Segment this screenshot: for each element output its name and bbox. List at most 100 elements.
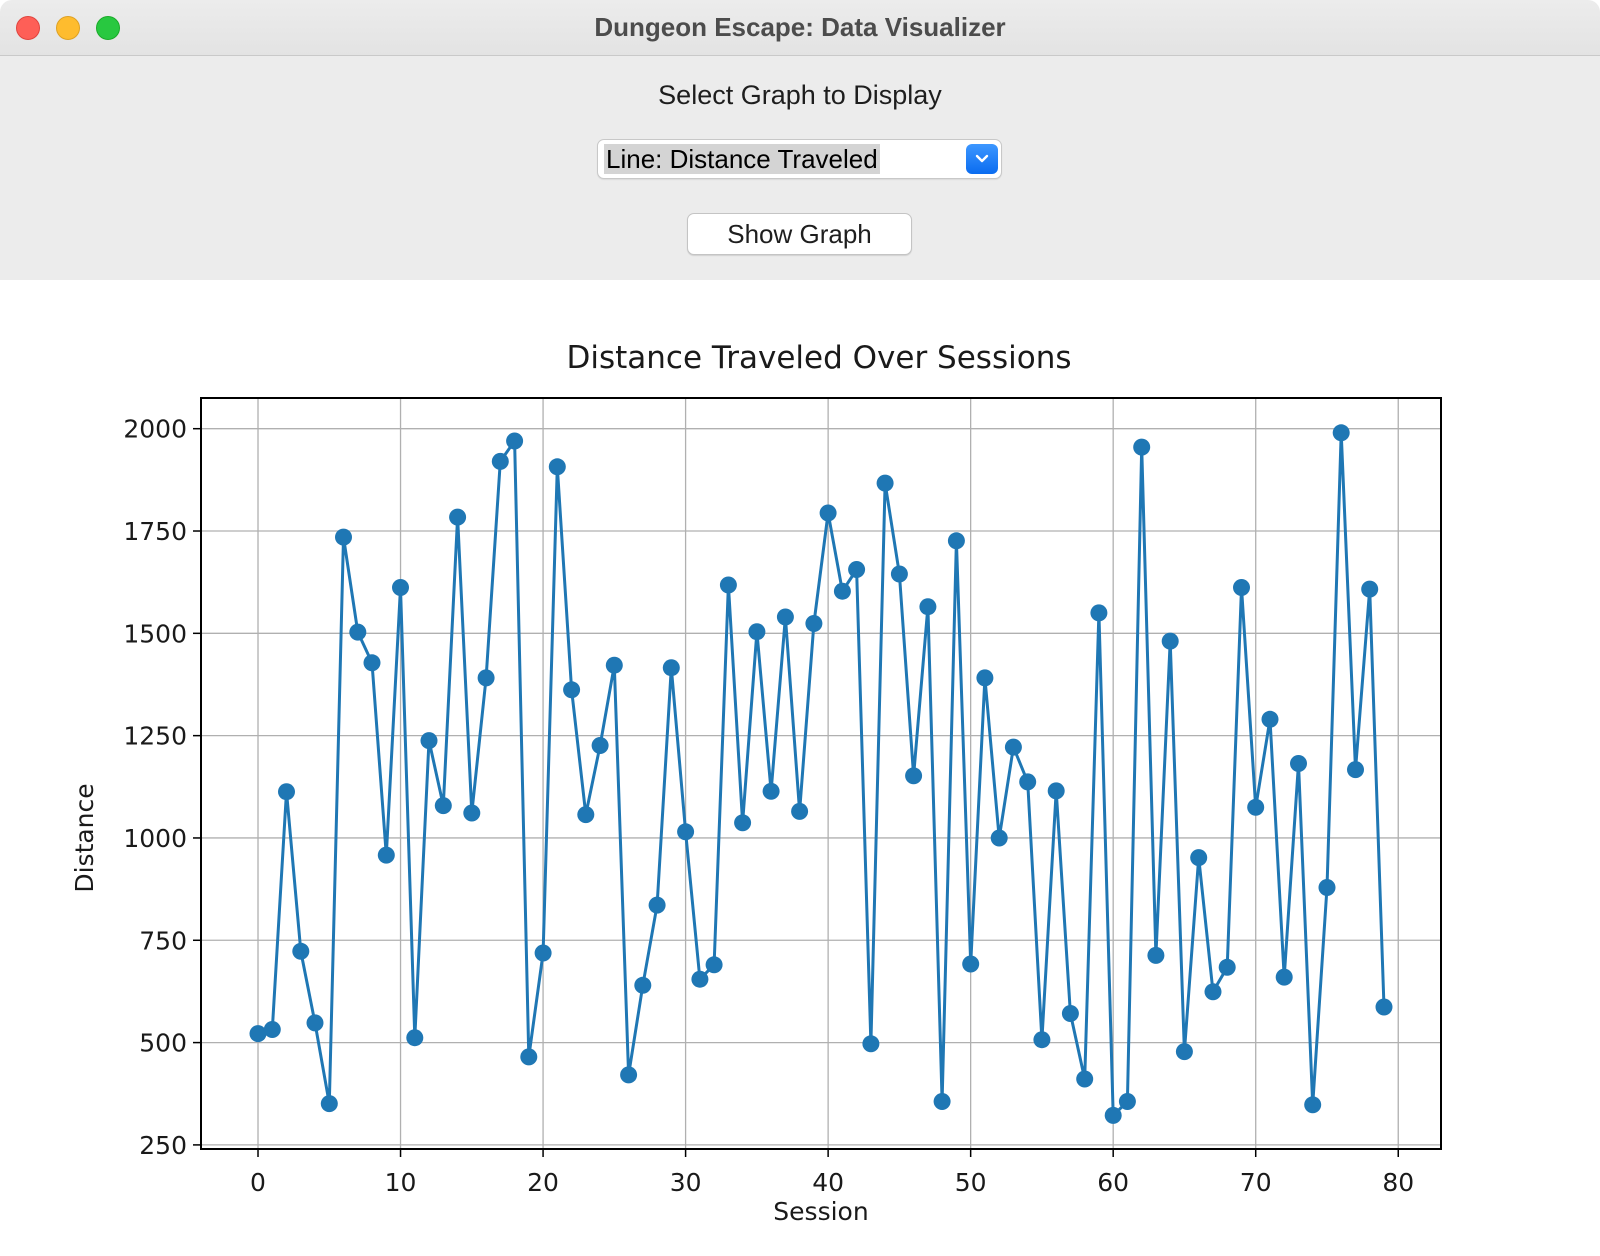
data-point-marker xyxy=(363,654,381,672)
y-tick-label: 2000 xyxy=(123,415,187,444)
data-point-marker xyxy=(1190,849,1208,867)
data-point-marker xyxy=(463,804,481,822)
data-point-marker xyxy=(762,782,780,800)
data-point-marker xyxy=(1061,1005,1079,1022)
data-point-marker xyxy=(662,659,680,677)
chart-title: Distance Traveled Over Sessions xyxy=(566,340,1071,376)
data-point-marker xyxy=(1318,879,1336,896)
data-point-marker xyxy=(548,458,566,476)
data-point-marker xyxy=(1033,1031,1051,1049)
x-tick-label: 20 xyxy=(527,1168,559,1197)
data-point-marker xyxy=(919,598,937,616)
data-point-marker xyxy=(705,956,723,974)
data-point-marker xyxy=(520,1048,538,1066)
plot-frame xyxy=(200,397,1442,1150)
data-point-marker xyxy=(990,829,1008,847)
data-point-marker xyxy=(1347,761,1364,779)
data-point-marker xyxy=(634,976,652,994)
y-tick-label: 250 xyxy=(139,1131,187,1160)
x-axis-label: Session xyxy=(773,1197,868,1226)
y-tick-label: 1000 xyxy=(123,824,187,853)
graph-type-dropdown[interactable]: Line: Distance Traveled xyxy=(597,139,1002,179)
data-point-marker xyxy=(620,1066,638,1084)
data-point-marker xyxy=(306,1014,324,1032)
data-point-marker xyxy=(719,576,737,594)
data-point-marker xyxy=(349,623,367,641)
minimize-window-button[interactable] xyxy=(56,16,80,40)
data-point-marker xyxy=(249,1025,267,1043)
title-bar[interactable]: Dungeon Escape: Data Visualizer xyxy=(0,0,1600,56)
close-window-button[interactable] xyxy=(16,16,40,40)
series-markers xyxy=(249,424,1393,1124)
data-point-marker xyxy=(434,797,452,815)
data-point-marker xyxy=(947,532,965,550)
data-point-marker xyxy=(677,823,695,841)
select-graph-label: Select Graph to Display xyxy=(658,80,942,110)
y-tick-label: 1250 xyxy=(123,722,187,751)
chevron-down-icon[interactable] xyxy=(966,144,998,174)
x-tick-label: 50 xyxy=(955,1168,987,1197)
data-point-marker xyxy=(962,955,980,973)
data-point-marker xyxy=(534,944,552,962)
y-tick-label: 500 xyxy=(139,1029,187,1058)
y-axis-label: Distance xyxy=(70,783,99,892)
data-point-marker xyxy=(1261,710,1279,728)
y-tick-label: 750 xyxy=(139,926,187,955)
data-point-marker xyxy=(1304,1096,1322,1114)
data-point-marker xyxy=(335,528,352,546)
x-tick-label: 30 xyxy=(670,1168,702,1197)
x-tick-label: 0 xyxy=(250,1168,266,1197)
data-point-marker xyxy=(506,432,524,450)
data-point-marker xyxy=(791,802,809,820)
data-point-marker xyxy=(905,767,923,785)
series-line xyxy=(257,431,1386,1117)
data-point-marker xyxy=(1118,1093,1136,1110)
data-point-marker xyxy=(890,565,908,583)
data-point-marker xyxy=(491,452,509,470)
controls-panel: Select Graph to Display Line: Distance T… xyxy=(0,56,1600,280)
data-point-marker xyxy=(1361,580,1379,598)
data-point-marker xyxy=(833,582,851,600)
data-point-marker xyxy=(1233,579,1250,596)
data-point-marker xyxy=(591,737,609,754)
data-point-marker xyxy=(805,615,823,632)
data-point-marker xyxy=(320,1095,338,1113)
data-point-marker xyxy=(734,814,752,832)
data-point-marker xyxy=(263,1021,281,1038)
data-point-marker xyxy=(691,970,709,988)
x-tick-label: 70 xyxy=(1240,1168,1272,1197)
data-point-marker xyxy=(1104,1106,1122,1124)
data-point-marker xyxy=(876,474,894,492)
data-point-marker xyxy=(477,669,495,687)
data-point-marker xyxy=(1019,773,1037,791)
data-point-marker xyxy=(1204,983,1222,1001)
data-point-marker xyxy=(577,806,595,824)
show-graph-button[interactable]: Show Graph xyxy=(687,213,912,255)
data-point-marker xyxy=(605,656,623,674)
data-point-marker xyxy=(848,561,866,578)
x-tick-label: 80 xyxy=(1382,1168,1414,1197)
data-point-marker xyxy=(1161,632,1179,650)
chart-area: Distance Traveled Over Sessions Session … xyxy=(0,280,1600,1256)
data-point-marker xyxy=(1247,798,1265,816)
axis-ticks: 0 10 20 30 40 50 60 70 80 250 500 750 1000 1250 1500 17… xyxy=(123,415,1414,1197)
data-point-marker xyxy=(1090,604,1108,622)
data-point-marker xyxy=(392,579,409,596)
data-point-marker xyxy=(819,504,837,522)
data-point-marker xyxy=(1076,1070,1094,1088)
data-point-marker xyxy=(278,783,295,801)
data-point-marker xyxy=(377,846,395,864)
data-point-marker xyxy=(776,608,794,626)
data-point-marker xyxy=(449,508,467,526)
data-point-marker xyxy=(1375,998,1393,1016)
data-point-marker xyxy=(648,896,666,914)
line-chart: Distance Traveled Over Sessions Session … xyxy=(70,340,1442,1226)
data-point-marker xyxy=(563,681,581,699)
zoom-window-button[interactable] xyxy=(96,16,120,40)
data-point-marker xyxy=(862,1035,880,1053)
data-point-marker xyxy=(1332,424,1350,442)
data-point-marker xyxy=(1147,946,1165,964)
data-point-marker xyxy=(933,1093,951,1110)
data-point-marker xyxy=(1290,755,1307,772)
x-tick-label: 10 xyxy=(385,1168,417,1197)
